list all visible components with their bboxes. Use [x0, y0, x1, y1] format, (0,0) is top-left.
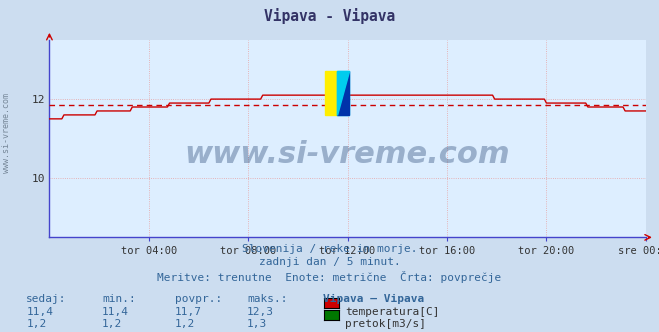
Text: 1,2: 1,2	[102, 319, 123, 329]
Bar	[337, 71, 349, 115]
Text: pretok[m3/s]: pretok[m3/s]	[345, 319, 426, 329]
Text: zadnji dan / 5 minut.: zadnji dan / 5 minut.	[258, 257, 401, 267]
Text: maks.:: maks.:	[247, 294, 287, 304]
Text: Meritve: trenutne  Enote: metrične  Črta: povprečje: Meritve: trenutne Enote: metrične Črta: …	[158, 271, 501, 283]
Text: 1,2: 1,2	[26, 319, 47, 329]
Polygon shape	[337, 71, 349, 115]
Text: povpr.:: povpr.:	[175, 294, 222, 304]
Text: 11,4: 11,4	[26, 307, 53, 317]
Text: Vipava - Vipava: Vipava - Vipava	[264, 8, 395, 24]
Text: www.si-vreme.com: www.si-vreme.com	[185, 140, 511, 169]
Text: temperatura[C]: temperatura[C]	[345, 307, 440, 317]
Text: 11,7: 11,7	[175, 307, 202, 317]
Text: 1,2: 1,2	[175, 319, 195, 329]
Text: 12,3: 12,3	[247, 307, 274, 317]
Text: Slovenija / reke in morje.: Slovenija / reke in morje.	[242, 244, 417, 254]
Text: 1,3: 1,3	[247, 319, 268, 329]
Text: min.:: min.:	[102, 294, 136, 304]
Bar	[325, 71, 337, 115]
Text: 11,4: 11,4	[102, 307, 129, 317]
Polygon shape	[337, 71, 349, 115]
Text: sedaj:: sedaj:	[26, 294, 67, 304]
Text: Vipava – Vipava: Vipava – Vipava	[323, 294, 424, 304]
Text: www.si-vreme.com: www.si-vreme.com	[2, 93, 11, 173]
